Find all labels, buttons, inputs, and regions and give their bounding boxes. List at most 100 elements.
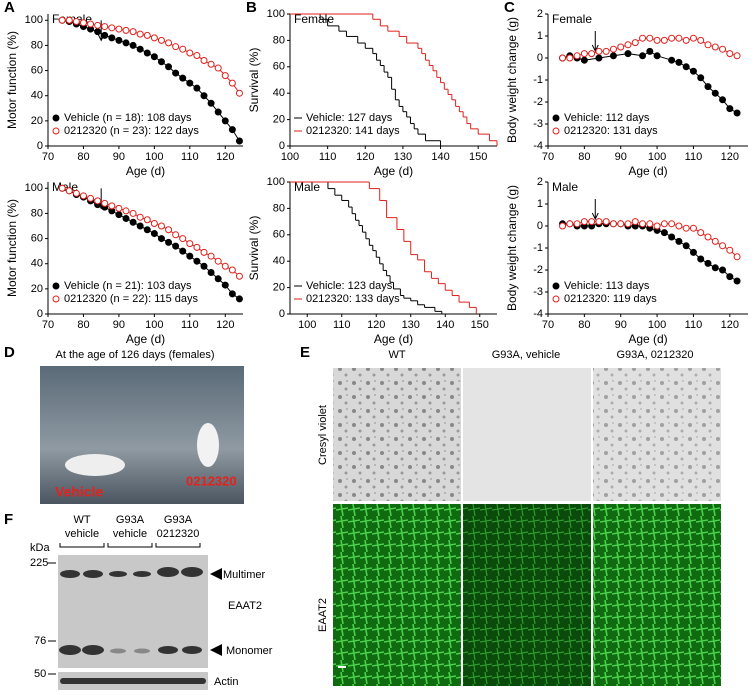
data-point [646, 220, 654, 228]
y-axis-label: Body weight change (g) [505, 17, 519, 143]
x-tick-label: 120 [721, 319, 739, 331]
data-point [136, 213, 144, 221]
panel-letter: F [4, 511, 13, 528]
data-point [719, 266, 727, 274]
y-tick-label: -1 [533, 242, 543, 254]
data-point [94, 28, 102, 36]
x-tick-label: 90 [615, 151, 627, 163]
data-point [595, 218, 603, 226]
legend-swatch [52, 282, 60, 290]
data-point [221, 72, 229, 80]
bands [59, 567, 206, 684]
data-point [726, 50, 734, 58]
data-point [200, 262, 208, 270]
micrograph [463, 368, 591, 501]
x-tick-label: 70 [42, 151, 54, 163]
data-point [704, 259, 712, 267]
row-label: Cresyl violet [317, 405, 329, 465]
data-point [207, 60, 215, 68]
x-axis-label: Age (d) [126, 164, 165, 178]
data-point [165, 63, 173, 71]
data-point [58, 16, 66, 24]
data-point [129, 41, 137, 49]
data-point [228, 126, 236, 134]
legend-swatch [552, 295, 560, 303]
data-point [580, 50, 588, 58]
y-tick-label: 80 [31, 207, 43, 219]
data-point [682, 36, 690, 44]
legend-swatch [52, 295, 60, 303]
data-point [122, 207, 130, 215]
data-point [711, 43, 719, 51]
y-tick-label: 80 [273, 202, 285, 214]
data-point [609, 45, 617, 53]
data-point [143, 49, 151, 57]
data-point [689, 34, 697, 42]
data-point [733, 52, 741, 60]
data-point [660, 36, 668, 44]
legend-label: 0212320 (n = 22): 115 days [64, 293, 199, 305]
y-tick-label: 40 [31, 90, 43, 102]
data-point [617, 43, 625, 51]
data-point [200, 57, 208, 65]
y-tick-label: 80 [31, 39, 43, 51]
x-tick-label: 130 [402, 319, 420, 331]
mouse [197, 423, 219, 467]
group-label: vehicle [113, 528, 147, 540]
y-tick-label: 0 [279, 140, 285, 152]
micrograph [593, 504, 721, 686]
data-point [207, 99, 215, 107]
x-tick-label: 100 [648, 151, 666, 163]
data-point [235, 137, 243, 145]
data-point [733, 109, 741, 117]
y-tick-label: 0 [37, 308, 43, 320]
y-tick-label: 40 [273, 255, 285, 267]
data-point [150, 219, 158, 227]
y-tick-label: 60 [273, 229, 285, 241]
chart-title: Female [294, 12, 334, 26]
data-point [595, 47, 603, 55]
group-label: 0212320 [157, 528, 200, 540]
data-point [660, 229, 668, 237]
y-tick-label: 100 [267, 8, 285, 20]
legend-label: Vehicle: 112 days [564, 112, 650, 124]
data-point [221, 281, 229, 289]
data-point [186, 252, 194, 260]
data-point [94, 21, 102, 29]
legend-swatch [552, 114, 560, 122]
scale-bar [338, 666, 346, 668]
data-point [573, 220, 581, 228]
data-point [65, 16, 73, 24]
data-point [602, 218, 610, 226]
x-axis-label: Age (d) [374, 332, 413, 346]
legend-swatch [552, 127, 560, 135]
marker-label: 50 [34, 668, 46, 680]
unit-label: kDa [30, 542, 50, 554]
data-point [697, 36, 705, 44]
band-arrow [210, 568, 222, 656]
bracket [59, 543, 201, 548]
data-point [58, 184, 66, 192]
data-point [668, 233, 676, 241]
x-tick-label: 70 [542, 151, 554, 163]
data-point [711, 89, 719, 97]
data-point [72, 18, 80, 26]
data-point [65, 187, 73, 195]
data-point [697, 255, 705, 263]
y-tick-label: -2 [533, 264, 543, 276]
arrow [591, 30, 599, 53]
data-point [617, 220, 625, 228]
data-point [214, 108, 222, 116]
data-point [580, 218, 588, 226]
x-tick-label: 80 [77, 151, 89, 163]
y-tick-label: -1 [533, 74, 543, 86]
y-tick-label: 60 [31, 64, 43, 76]
data-point [704, 233, 712, 241]
data-point [101, 31, 109, 39]
data-point [573, 52, 581, 60]
data-point [115, 25, 123, 33]
data-point [72, 189, 80, 197]
x-tick-label: 80 [578, 319, 590, 331]
data-point [193, 51, 201, 59]
data-point [129, 209, 137, 217]
